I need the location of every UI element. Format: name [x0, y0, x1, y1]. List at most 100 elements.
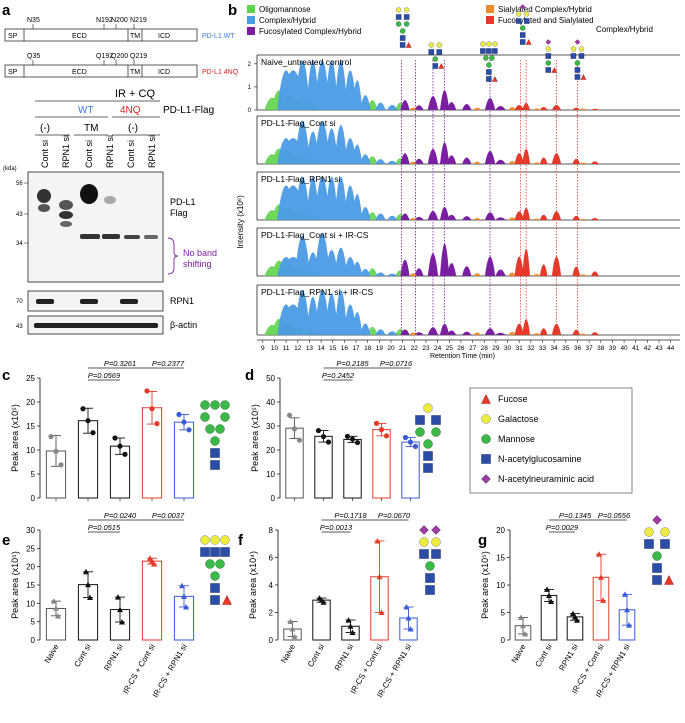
x-tick-25: 25: [446, 345, 454, 352]
kda-unit: (kda): [3, 166, 17, 172]
band-actin-label: β-actin: [170, 320, 197, 330]
treatment-label: IR + CQ: [115, 88, 155, 100]
sialic-acid-icon: [574, 39, 581, 45]
legend-swatch-2: [247, 16, 255, 24]
rpn1-blot: 70: [16, 290, 164, 312]
y-tick-label: 5: [501, 609, 506, 618]
panel-label-f: f: [238, 532, 244, 549]
data-point: [289, 626, 296, 632]
category-label-5: IR-CS + RPN1 si: [151, 642, 189, 699]
peaks-fucosylated: [400, 323, 506, 335]
p-value-2: P=0.1718: [334, 511, 367, 520]
x-tick-40: 40: [620, 345, 628, 352]
y-axis-label: Peak area (x10⁵): [10, 551, 20, 619]
wt-site-2: N192: [96, 17, 113, 24]
legend-label-2: Complex/Hybrid: [259, 16, 316, 25]
chromatogram-x-label: Retention Time (min): [430, 353, 495, 360]
data-point: [291, 633, 298, 640]
mannose-icon: [200, 412, 210, 422]
peaks-complex: [277, 176, 398, 220]
category-label-1: Naive: [510, 642, 528, 665]
mannose-icon: [486, 62, 492, 68]
x-tick-42: 42: [644, 345, 652, 352]
cond-minus-2: (-): [128, 123, 138, 134]
data-point: [345, 617, 352, 623]
mannose-icon: [200, 400, 210, 410]
x-tick-21: 21: [399, 345, 407, 352]
x-tick-23: 23: [422, 345, 430, 352]
bar-4: [372, 429, 391, 499]
chromatogram-tracks: Naive_untreated control 0 1 2 PD-L1-Flag_Con…: [248, 54, 680, 336]
glycan-legend-n-acetylneuraminic-acid-icon: [481, 474, 491, 484]
data-point: [344, 433, 351, 439]
marker-70: 70: [16, 299, 23, 305]
category-label-2: Cont si: [72, 642, 92, 668]
galactose-icon: [545, 46, 552, 52]
panel-label-e: e: [2, 532, 10, 549]
sialic-acid-icon: [652, 515, 662, 525]
group-wt-label: WT: [78, 105, 94, 116]
data-point: [149, 406, 155, 412]
glcnac-icon: [492, 48, 498, 54]
y-tick-label: 30: [266, 422, 275, 431]
x-tick-15: 15: [329, 345, 337, 352]
mannose-icon: [210, 436, 220, 446]
galactose-icon: [428, 42, 435, 48]
panel-label-d: d: [245, 367, 254, 384]
galactose-icon: [515, 11, 522, 17]
glycan-legend-mannose-icon: [481, 434, 491, 444]
y-tick-label: 0: [31, 494, 36, 503]
track1-ytick-1: 1: [248, 85, 252, 91]
mannose-icon: [205, 424, 215, 434]
fucose-icon: [222, 594, 232, 605]
data-point: [117, 606, 123, 613]
x-tick-12: 12: [294, 345, 302, 352]
mannose-icon: [215, 424, 225, 434]
cond-minus-1: (-): [40, 123, 50, 134]
data-point: [83, 568, 89, 575]
x-tick-43: 43: [655, 345, 663, 352]
glcnac-icon: [570, 53, 577, 59]
y-tick-label: 0: [269, 636, 274, 645]
band-flag-label: Flag: [170, 208, 188, 218]
sialic-acid-icon: [519, 4, 526, 10]
glcnac-icon: [545, 67, 552, 73]
chromatogram-track-5: PD-L1-Flag_RPN1 si + IR-CS: [256, 284, 680, 336]
bar-2: [312, 599, 331, 641]
chromatogram-track-3: PD-L1-Flag_RPN1 si: [256, 171, 680, 221]
x-tick-9: 9: [261, 345, 265, 352]
data-point: [383, 433, 390, 439]
peaks-complex: [277, 290, 398, 335]
data-point: [376, 573, 383, 580]
chromatogram-glycan-structures: [395, 4, 587, 82]
mut-domain-tm: TM: [130, 69, 140, 76]
galactose-icon: [200, 535, 210, 545]
fucose-icon: [438, 62, 445, 69]
galactose-icon: [419, 537, 429, 547]
western-blot-header: IR + CQ WT 4NQ PD-L1-Flag (-) TM (-) Con…: [3, 88, 214, 172]
glycan-legend-galactose-icon: [481, 414, 491, 424]
marker-43: 43: [16, 212, 23, 218]
glcnac-icon: [523, 18, 530, 24]
legend-extra-line: Complex/Hybrid: [596, 25, 653, 34]
x-tick-37: 37: [585, 345, 593, 352]
chromatogram-track-1: Naive_untreated control 0 1 2: [248, 54, 680, 114]
glcnac-icon: [220, 547, 230, 557]
data-point: [347, 623, 354, 629]
legend-label-5: Fucosylated and Sialylated: [498, 16, 594, 25]
peaks-complex: [277, 232, 398, 276]
glcnac-icon: [486, 69, 492, 75]
data-point: [85, 418, 91, 424]
glcnac-icon: [545, 53, 552, 59]
y-tick-label: 15: [26, 581, 35, 590]
x-tick-13: 13: [306, 345, 314, 352]
cond-tm: TM: [84, 123, 98, 134]
data-point: [119, 619, 125, 625]
y-tick-label: 6: [269, 554, 274, 563]
x-tick-18: 18: [364, 345, 372, 352]
wt-label: PD-L1 WT: [202, 33, 235, 40]
data-point: [53, 448, 59, 455]
p-value-1: P=0.0013: [320, 523, 353, 532]
glcnac-icon: [652, 563, 662, 573]
glcnac-icon: [399, 42, 406, 48]
